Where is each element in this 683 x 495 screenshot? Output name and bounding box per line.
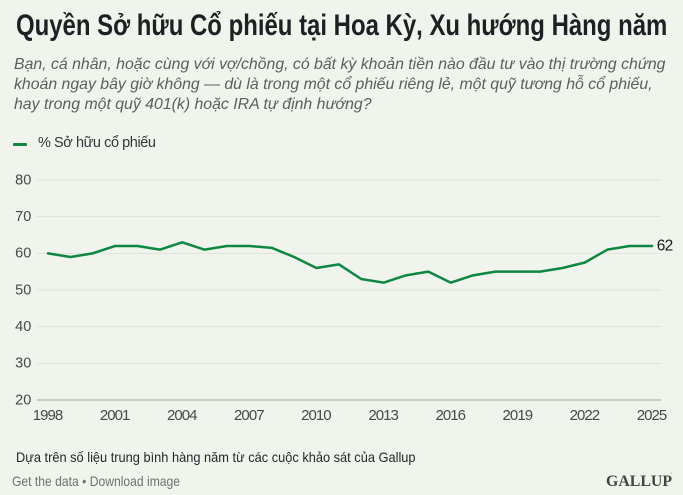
svg-text:2013: 2013: [368, 407, 399, 424]
svg-text:20: 20: [15, 392, 31, 408]
svg-text:2007: 2007: [234, 407, 264, 424]
svg-text:2004: 2004: [167, 407, 198, 424]
svg-text:62: 62: [657, 237, 674, 254]
svg-text:30: 30: [15, 356, 31, 372]
svg-text:1998: 1998: [33, 407, 64, 424]
svg-text:2019: 2019: [503, 407, 534, 424]
svg-text:2001: 2001: [100, 407, 131, 424]
svg-text:70: 70: [15, 209, 31, 225]
svg-text:60: 60: [15, 246, 31, 262]
svg-text:50: 50: [15, 282, 31, 298]
svg-text:2016: 2016: [435, 407, 466, 424]
svg-text:40: 40: [15, 319, 31, 335]
svg-text:2022: 2022: [570, 407, 601, 424]
svg-text:2010: 2010: [301, 407, 332, 424]
svg-text:80: 80: [15, 172, 31, 188]
svg-text:2025: 2025: [637, 407, 668, 424]
